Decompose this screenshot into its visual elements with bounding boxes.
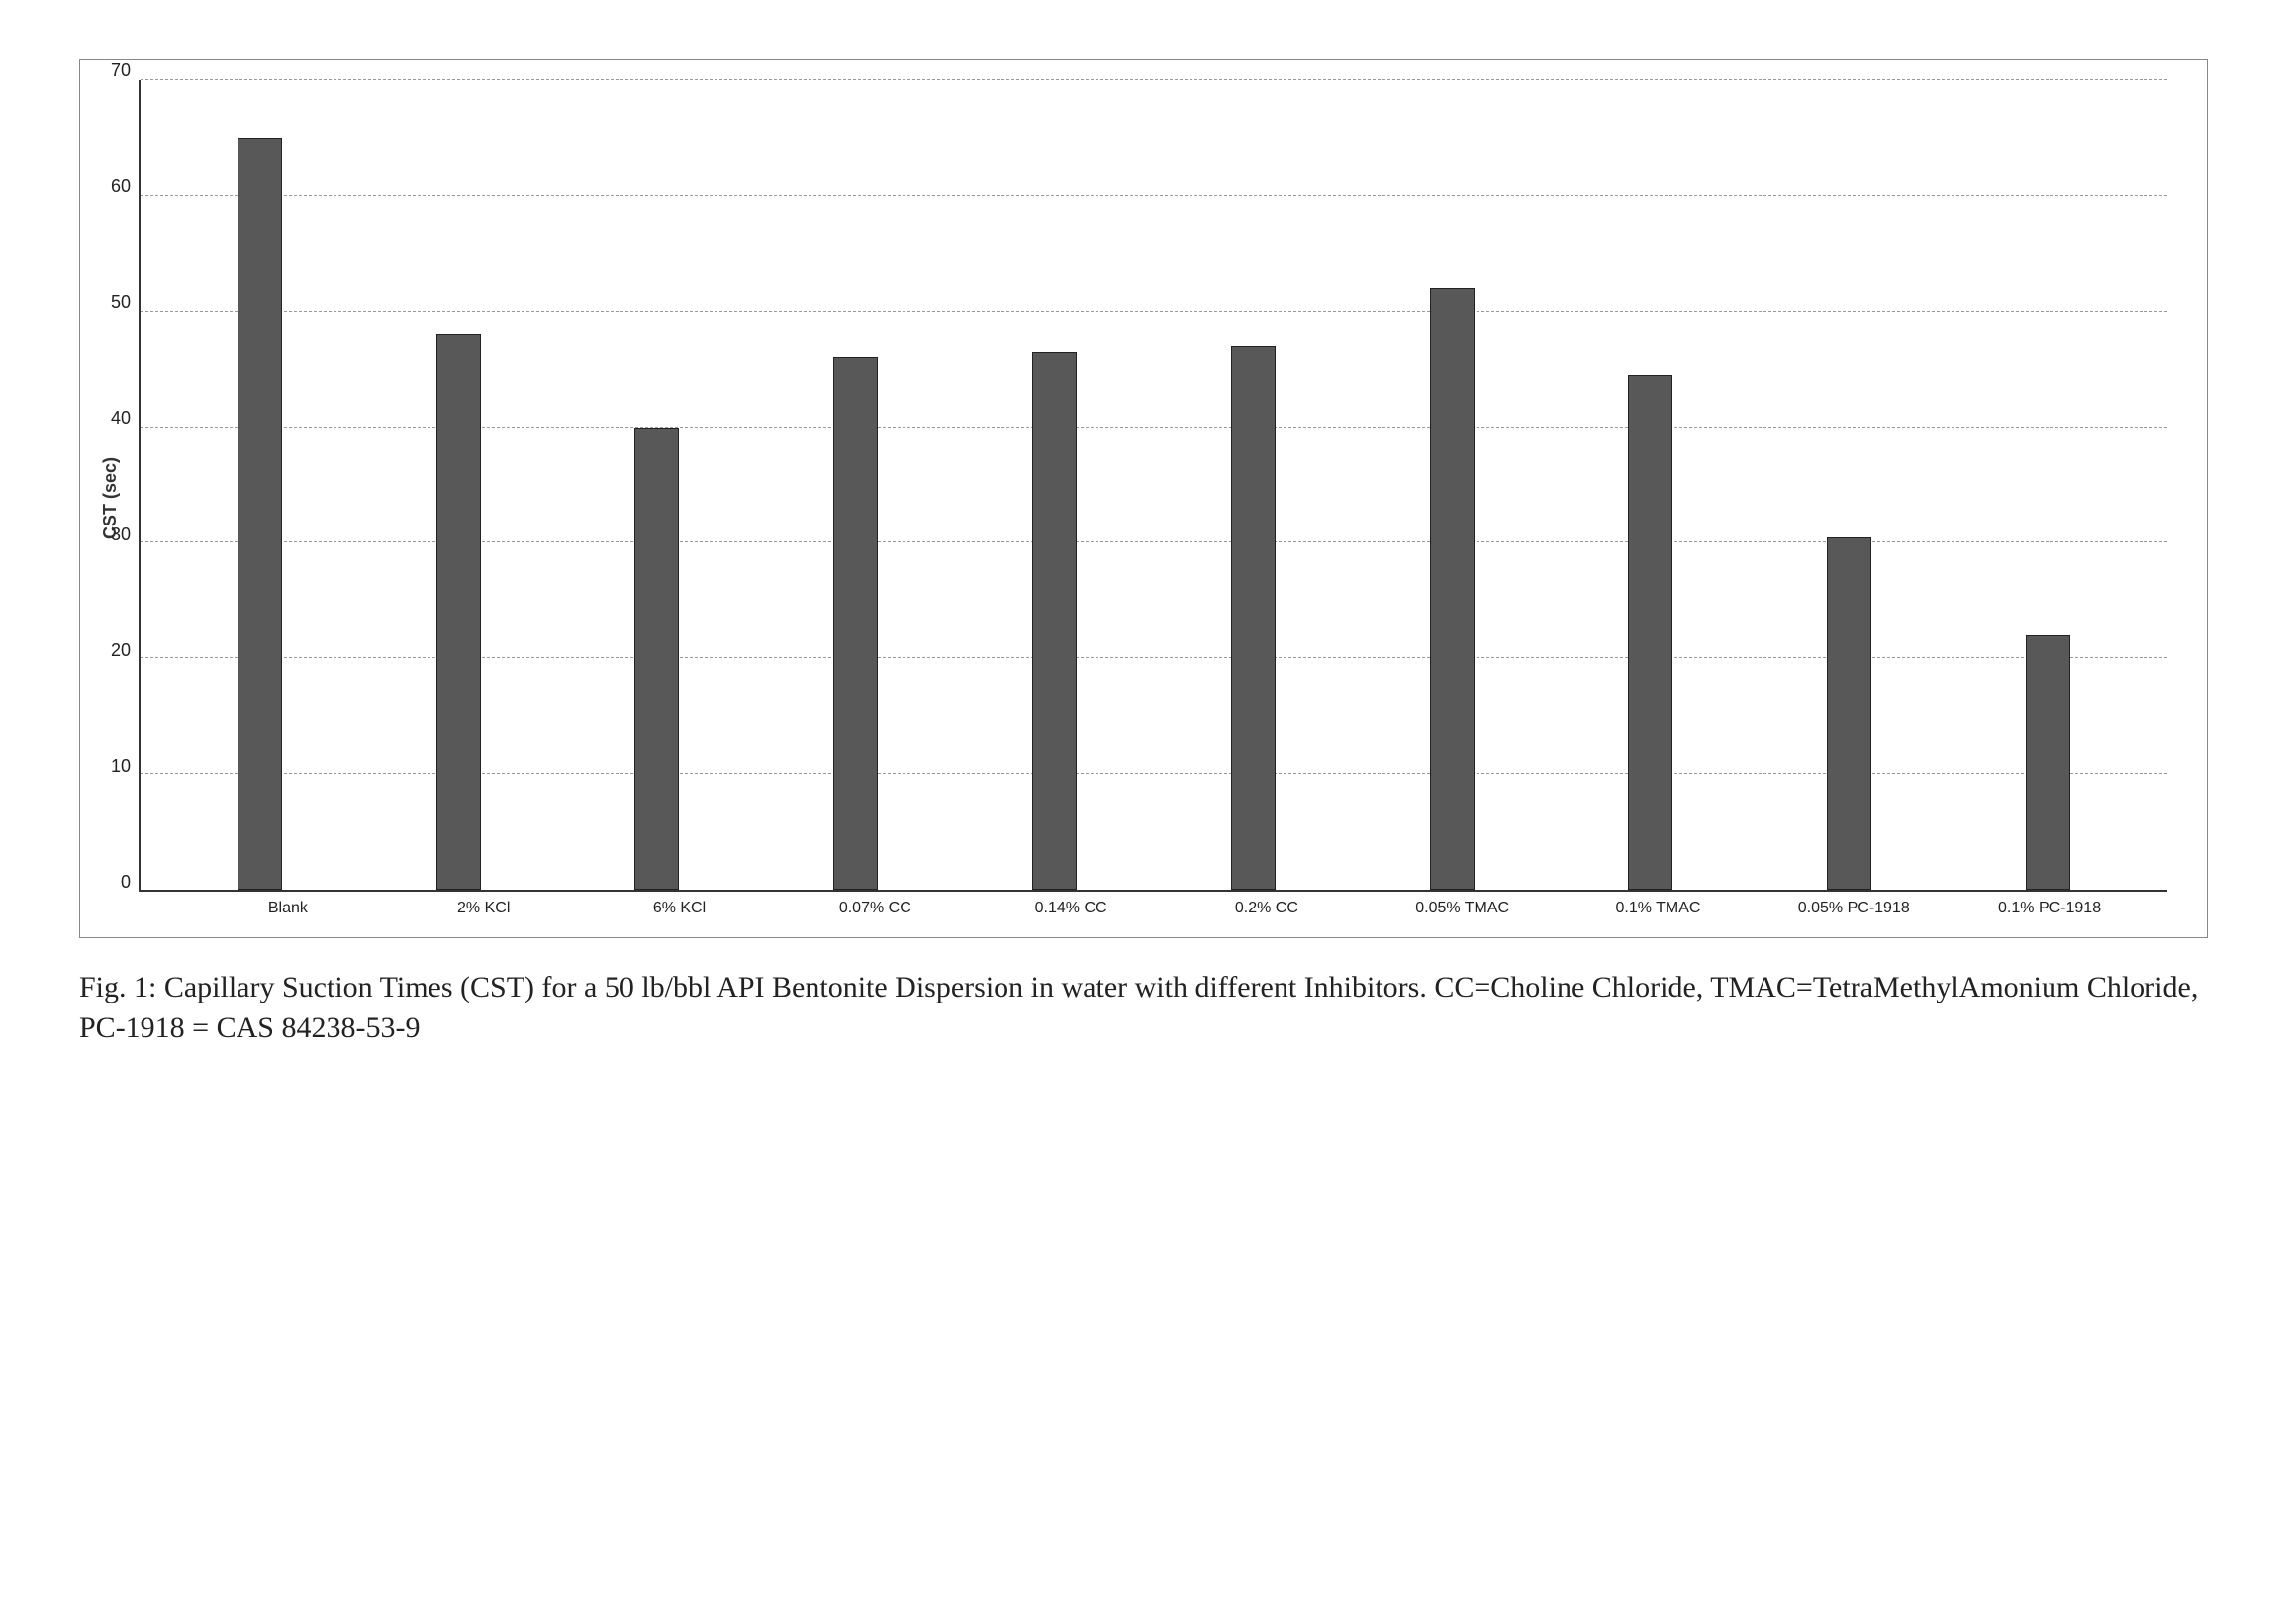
y-axis-ticks: 706050403020100 [131, 80, 139, 892]
x-tick-label: 0.14% CC [973, 900, 1169, 917]
bar [1430, 288, 1475, 890]
plot-row: 706050403020100 [131, 80, 2167, 892]
figure-caption: Fig. 1: Capillary Suction Times (CST) fo… [79, 968, 2208, 1048]
x-tick-label: 0.1% TMAC [1561, 900, 1757, 917]
bar-slot [1750, 80, 1949, 890]
bar [1231, 346, 1276, 890]
chart-container: CST (sec) 706050403020100 Blank2% KCl6% … [100, 80, 2167, 917]
bar-slot [160, 80, 359, 890]
x-tick-label: 0.2% CC [1169, 900, 1365, 917]
bar [1032, 352, 1077, 890]
x-tick-label: 6% KCl [582, 900, 778, 917]
bar-slot [558, 80, 757, 890]
chart-body: 706050403020100 Blank2% KCl6% KCl0.07% C… [131, 80, 2167, 917]
plot-area [139, 80, 2167, 892]
x-tick-label: Blank [190, 900, 386, 917]
bar-slot [1353, 80, 1552, 890]
bar [2026, 635, 2070, 890]
bar-slot [1949, 80, 2147, 890]
bar-slot [1552, 80, 1751, 890]
bar [833, 357, 878, 890]
x-tick-label: 0.05% PC-1918 [1756, 900, 1952, 917]
bar [238, 138, 282, 890]
x-tick-label: 2% KCl [386, 900, 582, 917]
bar-slot [359, 80, 558, 890]
bar [1827, 537, 1871, 890]
bar-slot [955, 80, 1154, 890]
bar [634, 428, 679, 890]
x-tick-label: 0.05% TMAC [1365, 900, 1561, 917]
bar [436, 334, 481, 890]
bar [1628, 375, 1672, 890]
bar-slot [756, 80, 955, 890]
x-tick-label: 0.1% PC-1918 [1952, 900, 2147, 917]
bars-container [141, 80, 2167, 890]
chart-panel: CST (sec) 706050403020100 Blank2% KCl6% … [79, 59, 2208, 938]
x-axis-labels: Blank2% KCl6% KCl0.07% CC0.14% CC0.2% CC… [170, 892, 2167, 917]
bar-slot [1154, 80, 1353, 890]
x-tick-label: 0.07% CC [777, 900, 973, 917]
